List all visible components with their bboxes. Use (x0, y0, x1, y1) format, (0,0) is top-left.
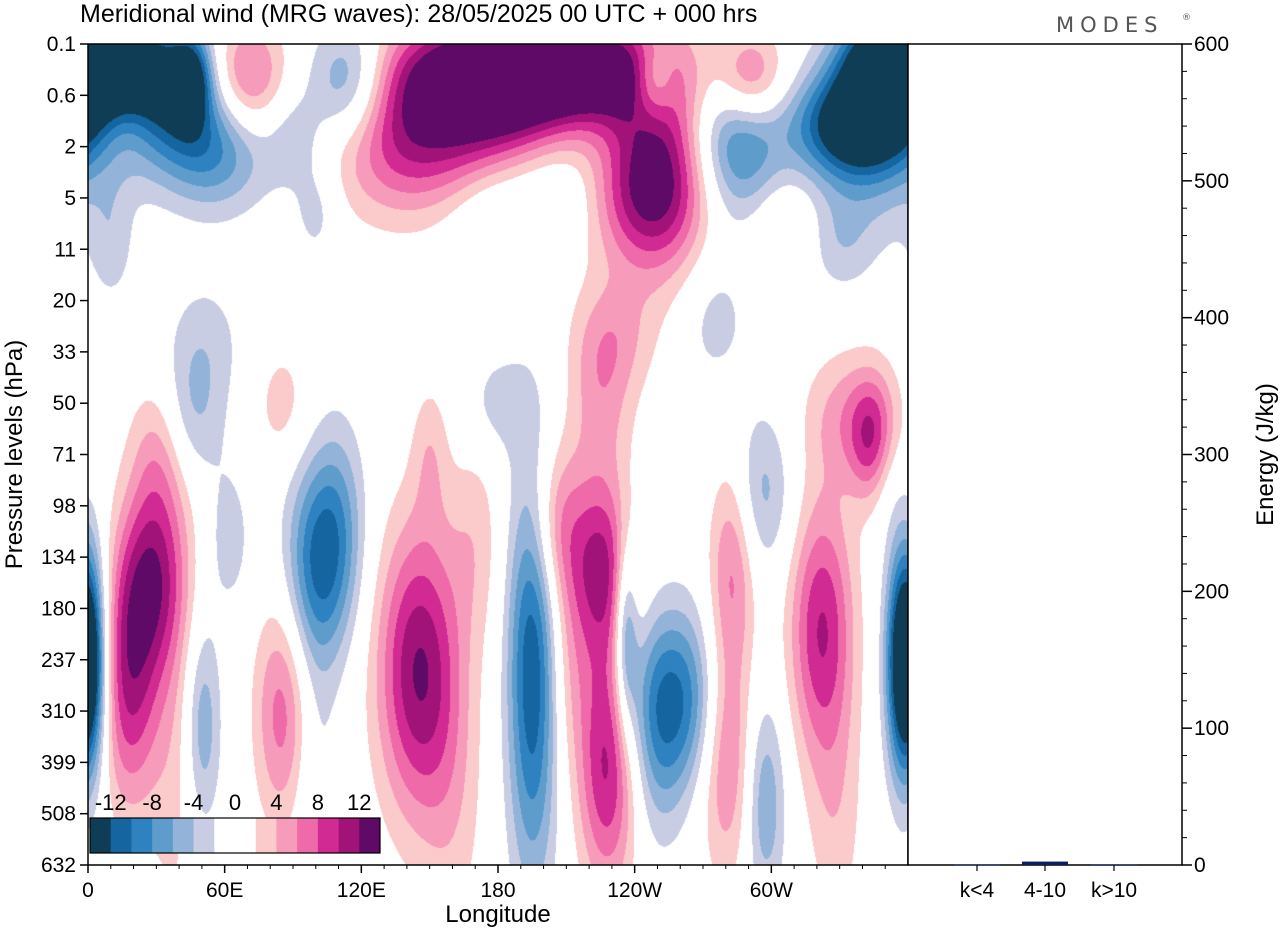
y-tick-label: 134 (41, 546, 76, 569)
chart-title: Meridional wind (MRG waves): 28/05/2025 … (80, 0, 757, 28)
y-tick-label: 11 (54, 238, 76, 261)
logo: MODES (1056, 13, 1163, 37)
colorbar-swatch (193, 818, 215, 853)
colorbar-swatch (152, 818, 174, 853)
x-tick-label: 120W (607, 879, 662, 902)
colorbar-swatch (359, 818, 381, 853)
colorbar-swatch (172, 818, 195, 853)
logo-mark: ® (1182, 13, 1191, 23)
colorbar-label: -8 (142, 790, 162, 815)
y-tick-label: 310 (41, 700, 76, 723)
x-tick-label: 60E (206, 879, 243, 902)
energy-axis-label: Energy (J/kg) (1252, 383, 1279, 526)
y-tick-label: 399 (41, 751, 76, 774)
colorbar-swatch (276, 818, 298, 853)
y-tick-label: 50 (53, 392, 76, 415)
colorbar-label: 0 (229, 790, 241, 815)
y-tick-label: 33 (53, 341, 76, 364)
colorbar-swatch (255, 818, 277, 853)
energy-category-label: k>10 (1091, 879, 1137, 902)
x-tick-label: 180 (480, 879, 515, 902)
x-tick-label: 0 (82, 879, 94, 902)
y-axis: 0.1 0.6 2 5 11 20 33 50 71 98 134 180 237 310 399 508 63… (41, 33, 88, 877)
energy-panel: 0 100 200 300 400 500 600 k<4 4-10 k>10 Energy (… (907, 33, 1279, 902)
heatmap-field (88, 44, 908, 865)
colorbar-swatch (214, 818, 236, 853)
colorbar-swatch (297, 818, 319, 853)
colorbar-swatch (338, 818, 360, 853)
y-tick-label: 632 (41, 854, 76, 877)
y-tick-label: 20 (53, 290, 76, 313)
y-tick-label: 2 (64, 136, 76, 159)
heatmap-panel: 0.1 0.6 2 5 11 20 33 50 71 98 134 180 237 310 399 508 63… (1, 33, 909, 928)
energy-tick-label: 400 (1194, 307, 1229, 330)
colorbar-swatch (110, 818, 132, 853)
x-tick-label: 120E (337, 879, 386, 902)
y-tick-label: 5 (64, 187, 76, 210)
colorbar-label: 8 (312, 790, 324, 815)
colorbar-label: 12 (347, 790, 371, 815)
x-tick-label: 60W (750, 879, 793, 902)
colorbar-label: 4 (270, 790, 282, 815)
energy-category-label: 4-10 (1024, 879, 1066, 902)
colorbar-label: -12 (95, 790, 127, 815)
y-tick-label: 98 (53, 495, 76, 518)
energy-tick-label: 600 (1194, 33, 1229, 56)
energy-tick-label: 100 (1194, 717, 1229, 740)
energy-tick-label: 0 (1194, 854, 1206, 877)
y-axis-label: Pressure levels (hPa) (1, 340, 28, 569)
x-axis-label: Longitude (445, 901, 550, 928)
energy-axis: 0 100 200 300 400 500 600 (1182, 33, 1229, 877)
colorbar-swatch (90, 818, 112, 853)
energy-tick-label: 500 (1194, 170, 1229, 193)
energy-tick-label: 300 (1194, 444, 1229, 467)
y-tick-label: 508 (41, 803, 76, 826)
energy-frame (907, 43, 1183, 866)
colorbar-swatch (317, 818, 340, 853)
energy-category-label: k<4 (960, 879, 995, 902)
y-tick-label: 71 (53, 444, 76, 467)
colorbar-swatch (131, 818, 153, 853)
y-tick-label: 237 (41, 649, 76, 672)
y-tick-label: 0.6 (47, 84, 76, 107)
x-axis: 0 60E 120E 180 120W 60W (82, 865, 886, 902)
colorbar-swatch (235, 818, 257, 853)
energy-bar (954, 864, 1000, 866)
colorbar-frame (89, 817, 381, 854)
energy-categories: k<4 4-10 k>10 (960, 865, 1137, 902)
y-tick-label: 180 (41, 597, 76, 620)
energy-bar (1022, 861, 1068, 865)
colorbar: -12 -8 -4 0 4 8 12 (89, 790, 381, 854)
y-tick-label: 0.1 (47, 33, 76, 56)
energy-tick-label: 200 (1194, 580, 1229, 603)
colorbar-label: -4 (184, 790, 204, 815)
